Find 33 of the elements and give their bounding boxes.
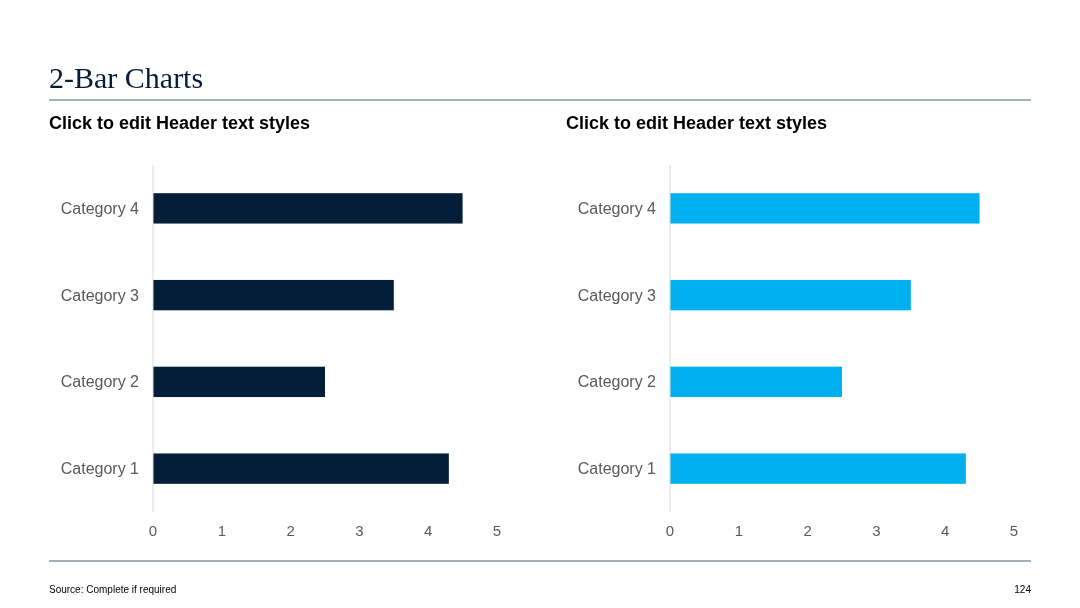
x-tick-label: 4 (424, 522, 433, 539)
y-tick-label: Category 2 (577, 373, 657, 391)
y-tick-label: Category 4 (577, 199, 657, 217)
bar (670, 193, 980, 224)
chart-title: Click to edit Header text styles (49, 113, 311, 133)
bar (153, 453, 449, 484)
x-tick-label: 5 (492, 522, 502, 539)
y-tick-label: Category 1 (577, 460, 657, 478)
x-tick-label: 0 (148, 522, 158, 539)
x-tick-label: 3 (355, 522, 364, 539)
text: 124 (1014, 584, 1032, 595)
chart-title: Click to edit Header text styles (566, 113, 828, 133)
x-tick-label: 0 (665, 522, 675, 539)
x-tick-label: 2 (803, 522, 812, 539)
bar (670, 453, 966, 484)
bar (153, 366, 325, 398)
y-tick-label: Category 2 (60, 373, 140, 391)
x-tick-label: 1 (734, 522, 743, 539)
bar (153, 279, 394, 311)
text: 2-Bar Charts (49, 61, 204, 94)
bar (670, 366, 842, 398)
y-tick-label: Category 4 (60, 199, 140, 217)
source-note: Source: Complete if required (49, 584, 177, 595)
x-tick-label: 5 (1009, 522, 1019, 539)
x-tick-label: 3 (872, 522, 881, 539)
x-tick-label: 4 (941, 522, 950, 539)
y-tick-label: Category 1 (60, 460, 140, 478)
bar (153, 193, 463, 224)
bar (670, 279, 911, 311)
y-tick-label: Category 3 (60, 286, 140, 304)
x-tick-label: 2 (286, 522, 295, 539)
y-tick-label: Category 3 (577, 286, 657, 304)
x-tick-label: 1 (217, 522, 226, 539)
